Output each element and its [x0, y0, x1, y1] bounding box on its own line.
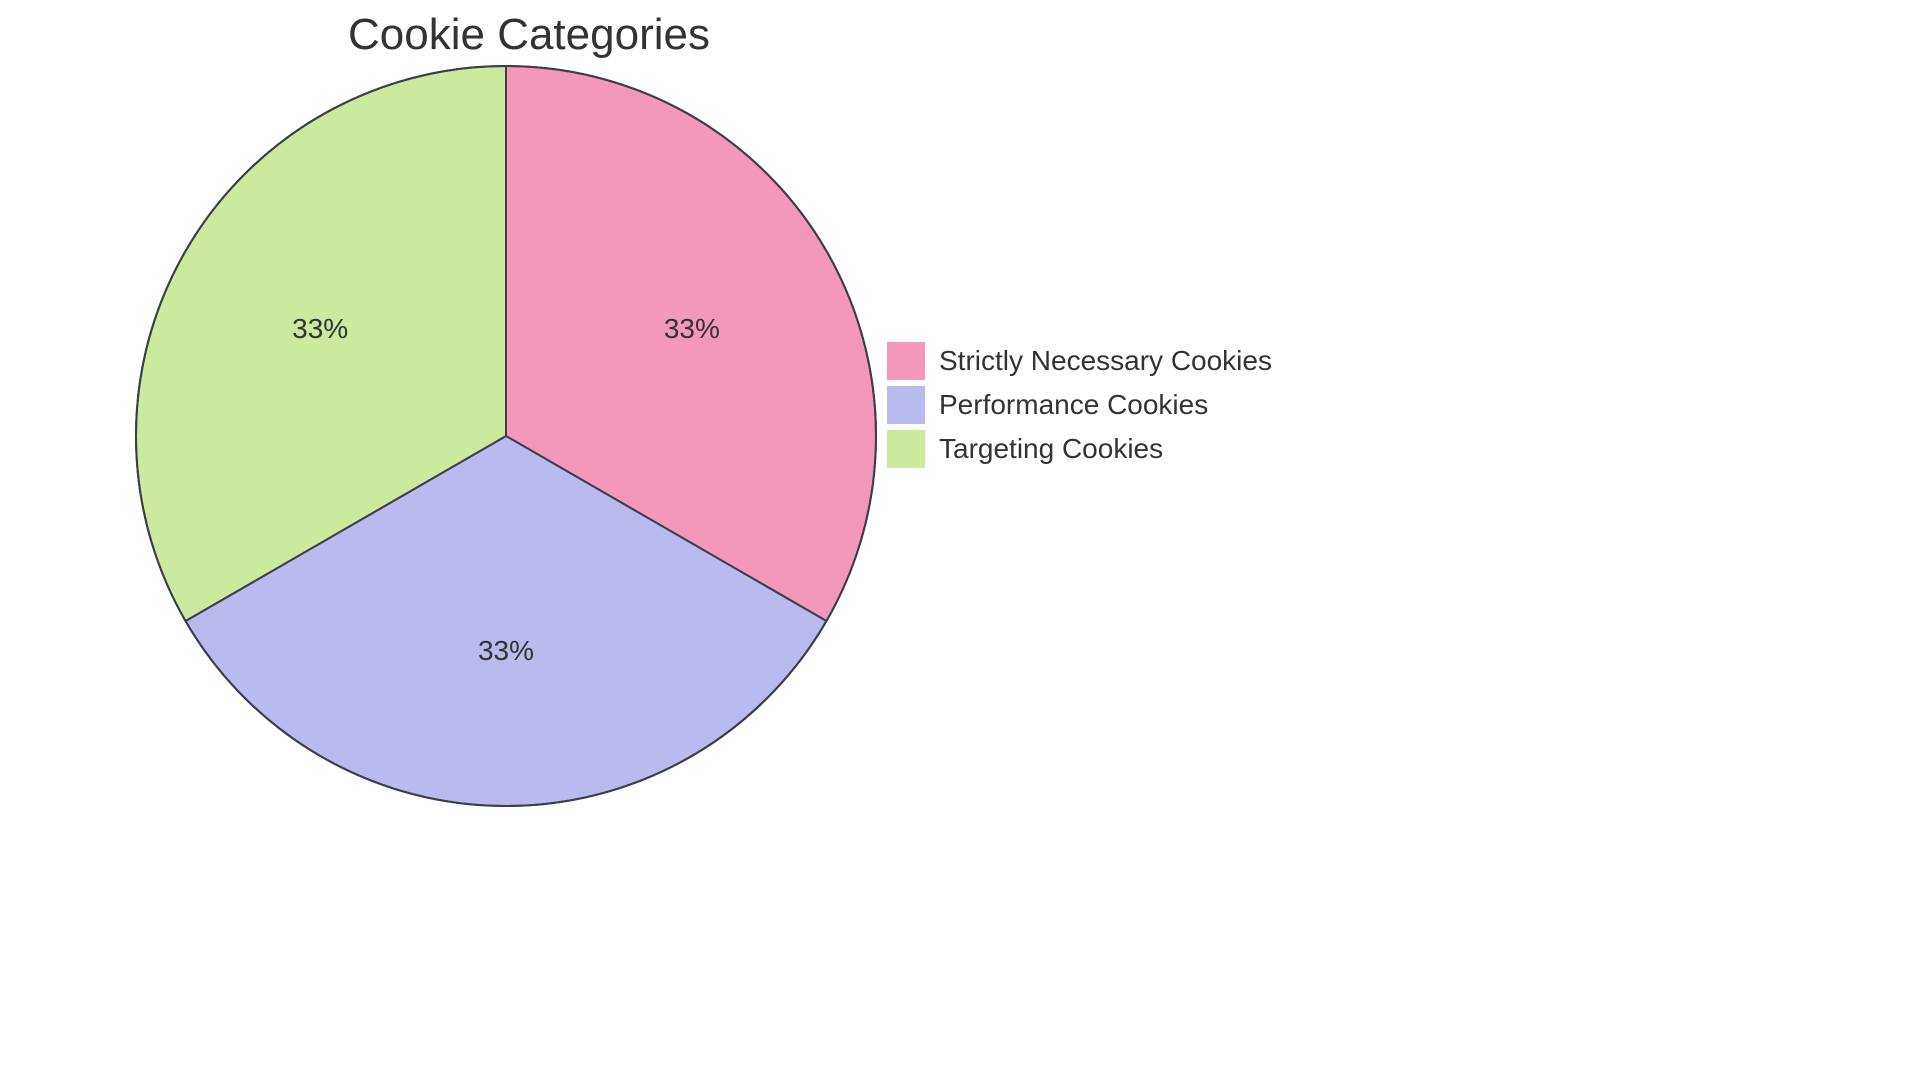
legend-label: Targeting Cookies [939, 433, 1163, 465]
legend-item: Strictly Necessary Cookies [887, 342, 1272, 380]
legend-swatch [887, 430, 925, 468]
legend-label: Strictly Necessary Cookies [939, 345, 1272, 377]
legend-swatch [887, 342, 925, 380]
chart-stage: Cookie Categories 33% 33% 33% Strictly Nec… [0, 0, 1920, 1080]
pie-slice-label: 33% [478, 635, 534, 667]
legend-item: Performance Cookies [887, 386, 1272, 424]
pie-slice-label: 33% [664, 313, 720, 345]
legend-swatch [887, 386, 925, 424]
pie-chart [132, 62, 880, 810]
legend: Strictly Necessary Cookies Performance Co… [887, 342, 1272, 468]
legend-label: Performance Cookies [939, 389, 1208, 421]
pie-slice-label: 33% [292, 313, 348, 345]
legend-item: Targeting Cookies [887, 430, 1272, 468]
chart-title: Cookie Categories [348, 10, 710, 60]
